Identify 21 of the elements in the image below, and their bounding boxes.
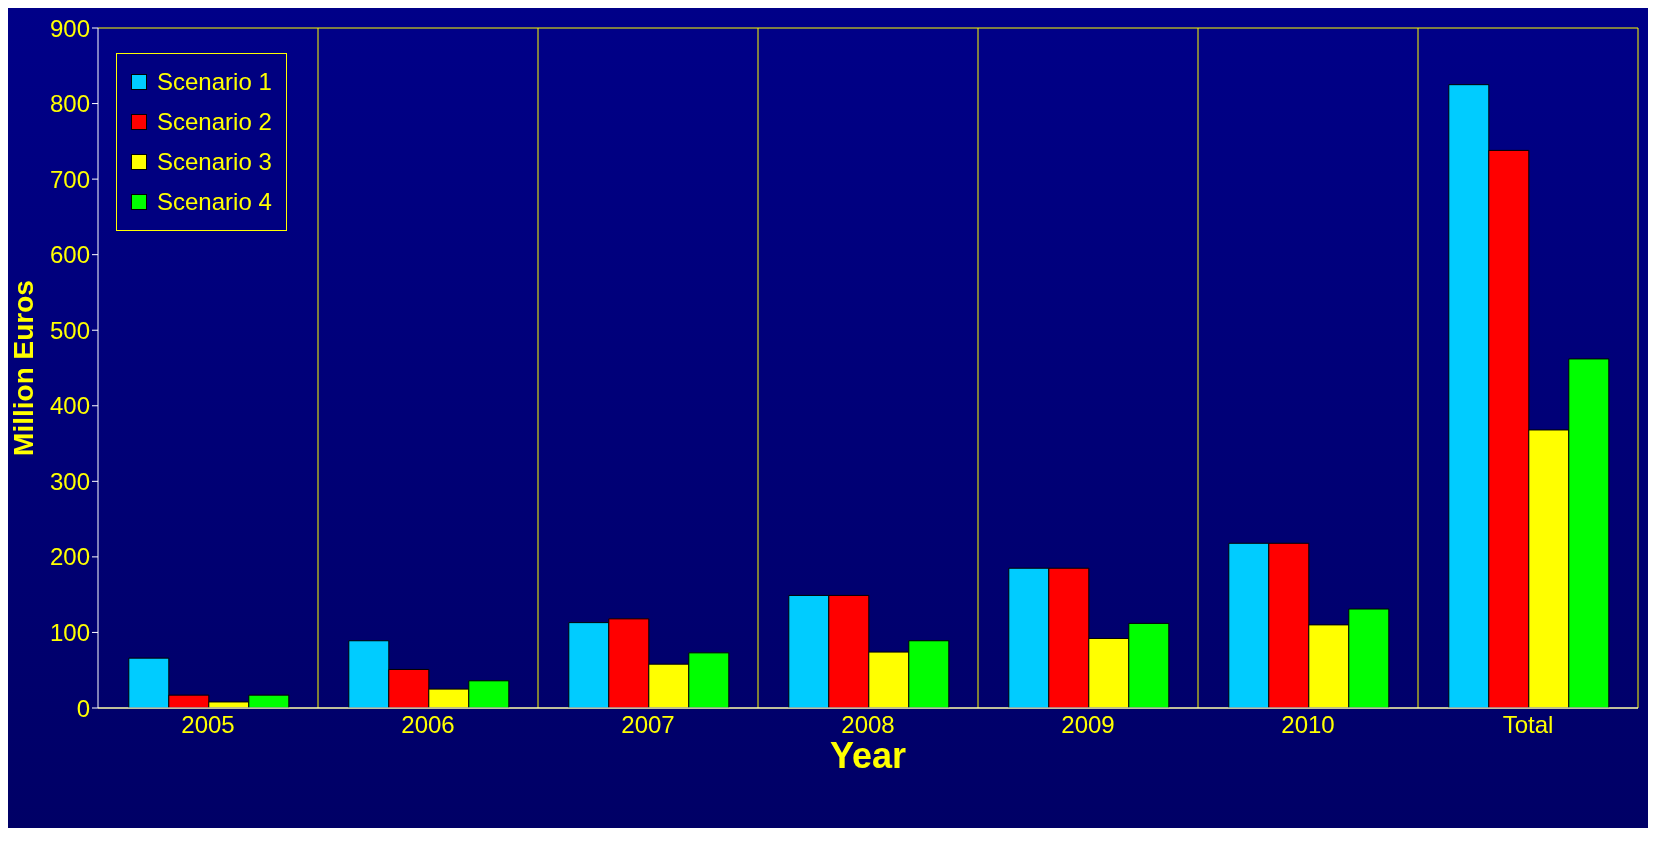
legend-label: Scenario 2 <box>156 107 272 137</box>
x-tick-label: Total <box>1502 711 1554 739</box>
y-tick-label: 600 <box>49 241 90 269</box>
y-tick-label: 900 <box>49 14 90 42</box>
y-axis-title: Million Euros <box>7 280 39 456</box>
y-tick-label: 100 <box>49 618 90 646</box>
x-tick-label: 2006 <box>401 711 455 739</box>
y-tick-label: 300 <box>49 467 90 495</box>
y-tick-label: 0 <box>76 694 90 722</box>
x-tick-label: 2010 <box>1281 711 1335 739</box>
y-tick-label: 700 <box>49 165 90 193</box>
x-tick-label: 2007 <box>621 711 675 739</box>
x-tick-label: 2005 <box>181 711 235 739</box>
y-tick-label: 800 <box>49 90 90 118</box>
y-tick-label: 500 <box>49 316 90 344</box>
legend-label: Scenario 3 <box>156 147 272 177</box>
y-tick-label: 400 <box>49 392 90 420</box>
legend-label: Scenario 1 <box>156 67 272 97</box>
legend-label: Scenario 4 <box>156 187 272 217</box>
y-tick-label: 200 <box>49 543 90 571</box>
x-tick-label: 2009 <box>1061 711 1115 739</box>
